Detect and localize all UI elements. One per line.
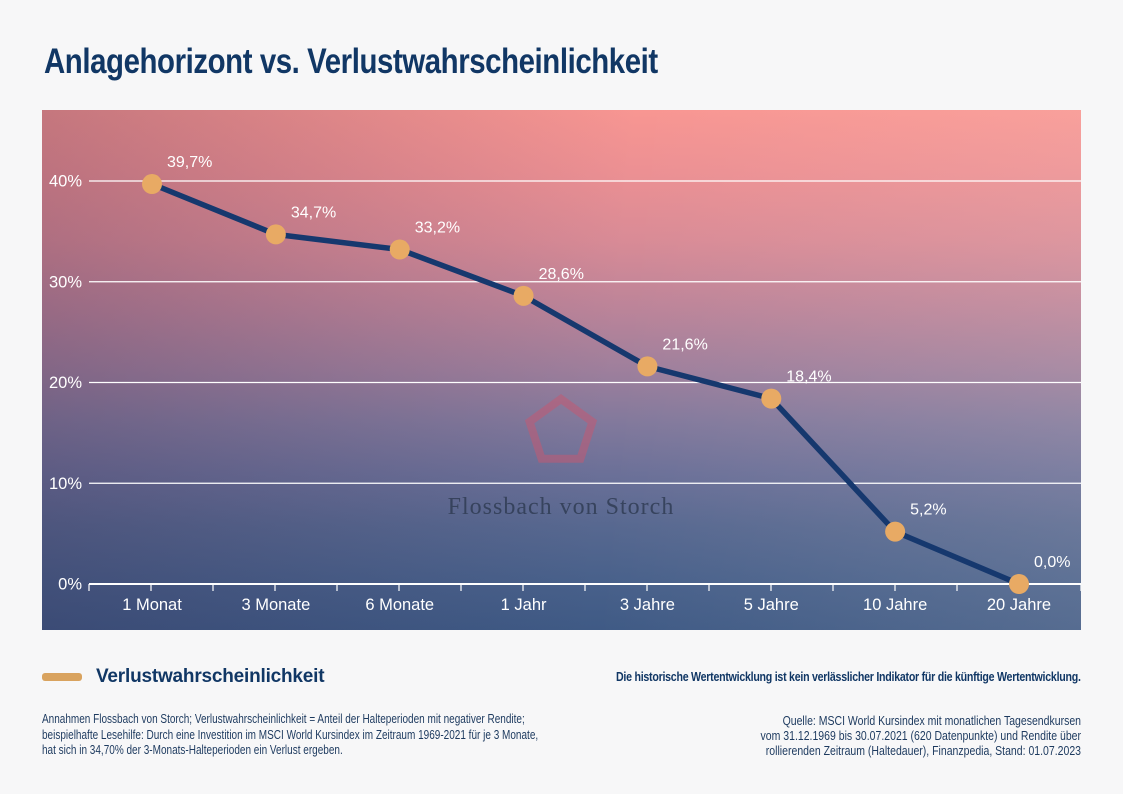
data-point — [513, 285, 534, 306]
data-point-label: 5,2% — [910, 502, 946, 519]
x-axis-category-label: 10 Jahre — [863, 596, 927, 614]
legend: Verlustwahrscheinlichkeit — [42, 666, 325, 688]
footnote-source-line: Quelle: MSCI World Kursindex mit monatli… — [782, 714, 1081, 728]
page-title: Anlagehorizont vs. Verlustwahrscheinlich… — [44, 42, 658, 81]
data-point-label: 28,6% — [539, 266, 584, 283]
footnote-assumptions-line: Annahmen Flossbach von Storch; Verlustwa… — [42, 712, 525, 726]
data-point — [1008, 574, 1029, 594]
data-point — [885, 521, 906, 542]
data-point — [389, 239, 410, 260]
data-point — [637, 356, 658, 377]
legend-label: Verlustwahrscheinlichkeit — [96, 666, 325, 687]
y-axis-tick-label: 0% — [58, 576, 82, 594]
x-axis-category-label: 1 Jahr — [501, 596, 547, 614]
data-point-label: 18,4% — [786, 369, 831, 386]
footnote-assumptions-line: beispielhafte Lesehilfe: Durch eine Inve… — [42, 727, 539, 742]
x-axis-category-label: 3 Jahre — [620, 596, 675, 614]
x-axis-category-label: 3 Monate — [241, 596, 310, 614]
footnote-source: Quelle: MSCI World Kursindex mit monatli… — [728, 714, 1081, 759]
y-axis-tick-label: 10% — [49, 475, 82, 493]
data-point-label: 39,7% — [167, 154, 212, 171]
risk-disclaimer: Die historische Wertentwicklung ist kein… — [616, 670, 1081, 684]
data-point — [761, 388, 782, 409]
x-axis-category-label: 5 Jahre — [744, 596, 799, 614]
y-axis-tick-label: 40% — [49, 173, 82, 191]
x-axis-category-label: 1 Monat — [122, 596, 182, 614]
x-axis-category-label: 6 Monate — [365, 596, 434, 614]
data-point — [265, 224, 286, 245]
footnote-assumptions: Annahmen Flossbach von Storch; Verlustwa… — [42, 712, 602, 759]
data-point — [142, 174, 162, 195]
data-point-label: 33,2% — [415, 220, 460, 237]
footnote-source-line: vom 31.12.1969 bis 30.07.2021 (620 Daten… — [760, 729, 1081, 743]
line-chart: Flossbach von Storch 0% 10% 20% 30% 40% 1 Mona… — [49, 154, 1081, 614]
footnote-assumptions-line: hat sich in 34,70% der 3-Monats-Halteper… — [42, 743, 343, 757]
chart-canvas: Flossbach von Storch 0% 10% 20% 30% 40% 1 Mona… — [42, 110, 1081, 630]
footnote-source-line: rollierenden Zeitraum (Haltedauer), Fina… — [765, 744, 1081, 758]
y-axis-tick-label: 30% — [49, 273, 82, 291]
data-point-label: 21,6% — [662, 336, 707, 353]
data-point-label: 34,7% — [291, 204, 336, 221]
data-point-label: 0,0% — [1034, 554, 1070, 571]
watermark-text: Flossbach von Storch — [448, 494, 675, 520]
legend-row: Verlustwahrscheinlichkeit Die historisch… — [42, 660, 1081, 694]
series-line — [149, 181, 1022, 587]
watermark-pentagon-icon — [524, 394, 598, 463]
legend-line-swatch — [42, 673, 82, 681]
x-axis-category-label: 20 Jahre — [987, 596, 1051, 614]
y-axis-tick-label: 20% — [49, 374, 82, 392]
